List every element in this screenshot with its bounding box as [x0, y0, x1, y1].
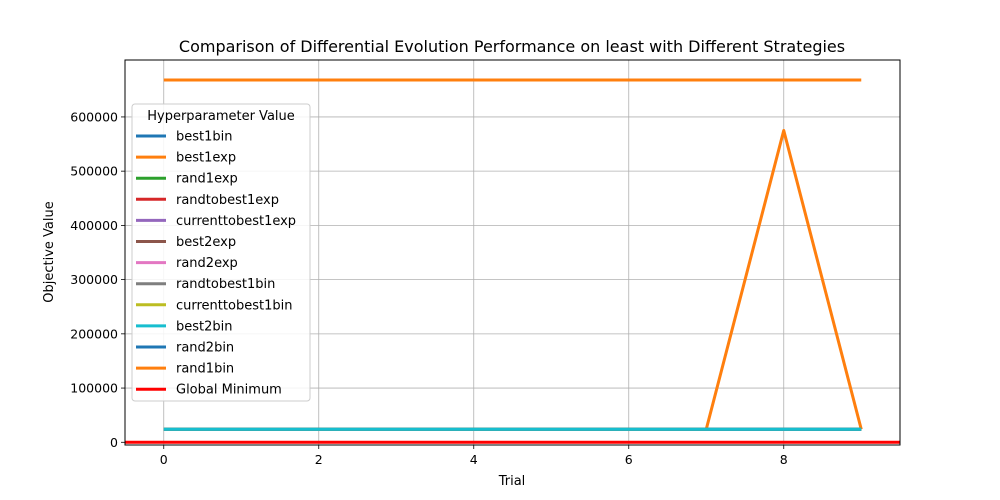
legend-label: rand1bin	[176, 362, 234, 377]
legend-label: best2bin	[176, 319, 233, 334]
y-axis-title: Objective Value	[42, 201, 57, 302]
legend: Hyperparameter Value best1bin best1exp ran…	[131, 103, 311, 402]
legend-label: best1bin	[176, 130, 233, 145]
x-tick-label: 8	[780, 452, 788, 467]
plot-frame	[124, 59, 901, 446]
x-tick-label: 6	[625, 452, 633, 467]
y-tick-label: 100000	[70, 381, 118, 396]
x-tick-label: 0	[160, 452, 168, 467]
legend-label: currenttobest1exp	[176, 214, 296, 229]
legend-label: rand1exp	[176, 172, 238, 187]
legend-title: Hyperparameter Value	[147, 109, 295, 124]
legend-label: currenttobest1bin	[176, 298, 292, 313]
x-tick-label: 2	[315, 452, 323, 467]
x-tick-label: 4	[470, 452, 478, 467]
y-tick-label: 500000	[70, 164, 118, 179]
y-tick-label: 200000	[70, 326, 118, 341]
legend-label: Global Minimum	[176, 383, 282, 398]
legend-label: rand2bin	[176, 341, 234, 356]
legend-label: randtobest1bin	[176, 277, 275, 292]
axis-ticks: 0 2 4 6 8 0 100000 200000 300000 400000 500000 6000…	[70, 109, 787, 467]
legend-label: randtobest1exp	[176, 193, 279, 208]
legend-label: rand2exp	[176, 256, 238, 271]
y-tick-label: 400000	[70, 218, 118, 233]
series-lines	[125, 78, 900, 444]
legend-label: best2exp	[176, 235, 236, 250]
legend-box	[131, 103, 311, 402]
y-tick-label: 300000	[70, 272, 118, 287]
x-axis-title: Trial	[498, 474, 526, 489]
y-tick-label: 0	[110, 435, 118, 450]
legend-label: best1exp	[176, 151, 236, 166]
y-tick-label: 600000	[70, 109, 118, 124]
chart-title: Comparison of Differential Evolution Per…	[179, 37, 845, 56]
